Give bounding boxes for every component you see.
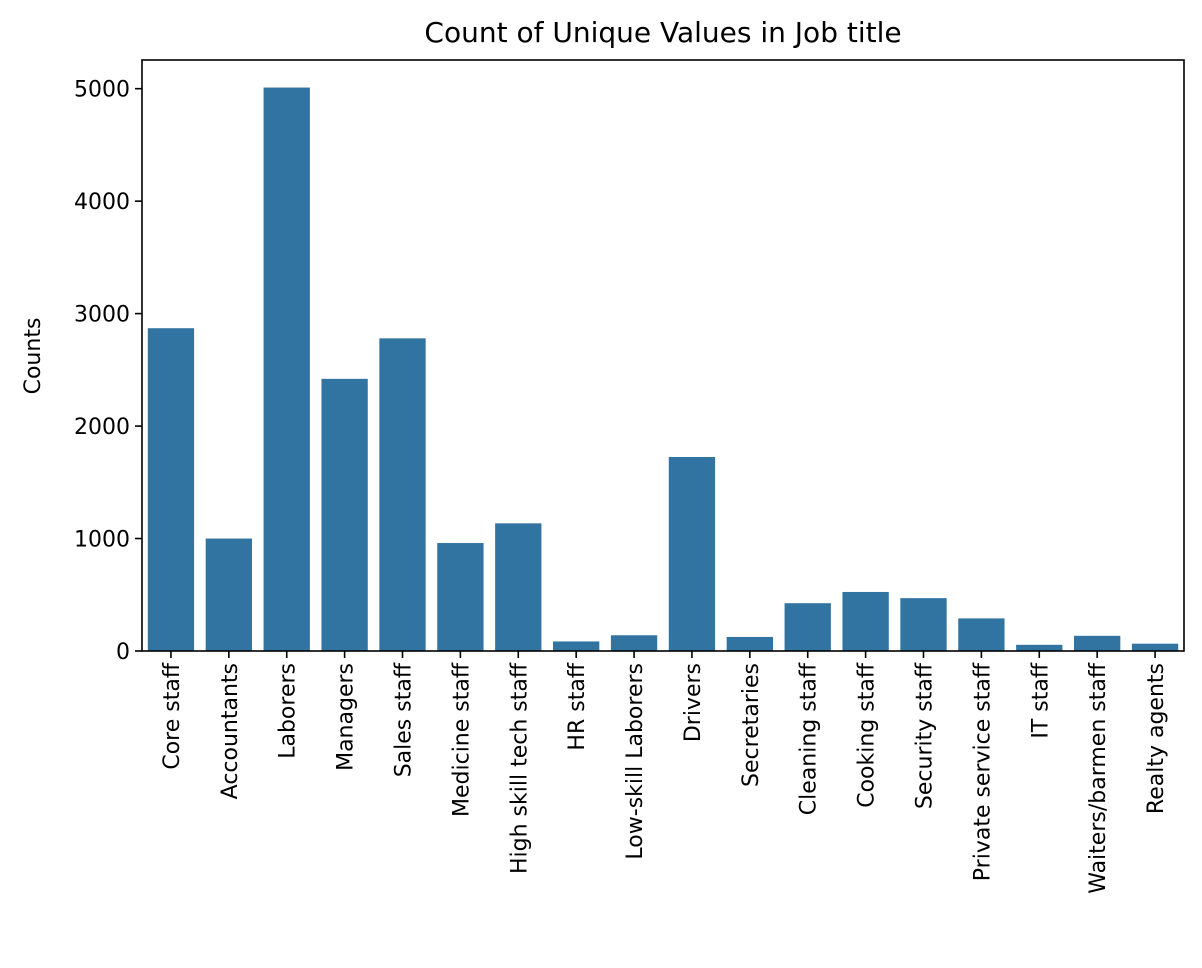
x-tick-label: Security staff bbox=[913, 662, 938, 809]
x-tick-label: Secretaries bbox=[739, 663, 764, 787]
y-tick-label: 0 bbox=[116, 640, 130, 665]
x-tick-label: Realty agents bbox=[1144, 663, 1169, 814]
bar bbox=[1074, 635, 1121, 651]
x-tick-label: Managers bbox=[334, 663, 359, 771]
y-tick-label: 4000 bbox=[74, 190, 130, 215]
bar bbox=[958, 618, 1005, 651]
y-tick-label: 1000 bbox=[74, 528, 130, 553]
bars-layer bbox=[147, 87, 1179, 651]
bar bbox=[900, 598, 947, 651]
x-tick-label: Accountants bbox=[218, 663, 243, 799]
x-tick-label: Medicine staff bbox=[449, 662, 474, 817]
x-tick-label: Sales staff bbox=[392, 662, 417, 777]
bar bbox=[842, 591, 889, 651]
x-tick-label: Core staff bbox=[160, 662, 185, 769]
x-tick-label: High skill tech staff bbox=[507, 662, 532, 874]
y-axis-ticks: 0 1000 2000 3000 4000 5000 bbox=[74, 78, 142, 665]
bar bbox=[784, 603, 831, 651]
y-tick-label: 3000 bbox=[74, 303, 130, 328]
x-tick-label: Low-skill Laborers bbox=[623, 663, 648, 860]
bar bbox=[379, 338, 426, 651]
x-tick-label: Cleaning staff bbox=[797, 662, 822, 815]
bar bbox=[205, 538, 252, 651]
bar bbox=[321, 378, 368, 651]
bar bbox=[726, 636, 773, 651]
y-axis-label: Counts bbox=[21, 318, 46, 395]
x-tick-label: Cooking staff bbox=[855, 662, 880, 808]
bar bbox=[437, 543, 484, 651]
x-tick-label: Private service staff bbox=[970, 662, 995, 881]
plot-frame bbox=[141, 59, 1185, 652]
bar bbox=[1131, 643, 1179, 651]
x-axis-ticks: Core staff Accountants Laborers Managers Sal… bbox=[160, 651, 1169, 894]
y-tick-label: 2000 bbox=[74, 415, 130, 440]
x-tick-label: HR staff bbox=[565, 662, 590, 750]
bar bbox=[495, 523, 542, 651]
bar bbox=[668, 456, 716, 651]
bar bbox=[147, 328, 195, 651]
x-tick-label: Drivers bbox=[681, 663, 706, 742]
y-tick-label: 5000 bbox=[74, 78, 130, 103]
chart-title: Count of Unique Values in Job title bbox=[424, 16, 901, 49]
bar bbox=[553, 641, 600, 651]
bar bbox=[1016, 644, 1063, 651]
bar bbox=[610, 635, 658, 651]
x-tick-label: Waiters/barmen staff bbox=[1086, 662, 1111, 894]
bar bbox=[263, 87, 310, 651]
x-tick-label: IT staff bbox=[1028, 662, 1053, 738]
x-tick-label: Laborers bbox=[276, 663, 301, 759]
